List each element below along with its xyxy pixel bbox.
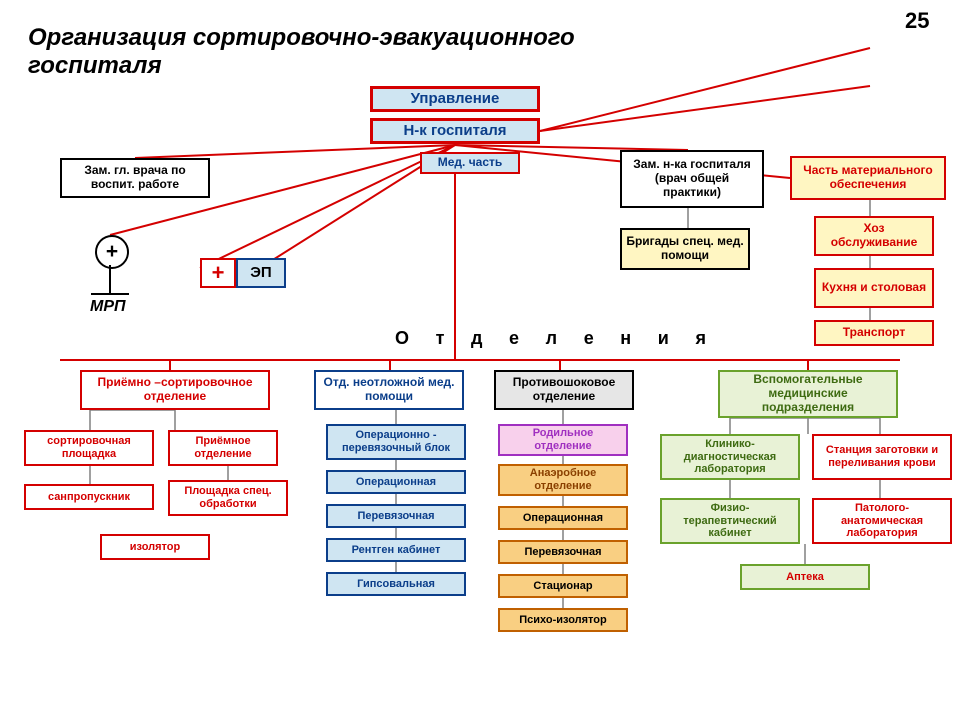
box-transport: Транспорт [814,320,934,346]
box-fizio: Физио-терапевтический кабинет [660,498,800,544]
box-perev2: Перевязочная [498,540,628,564]
box-anaer: Анаэробное отделение [498,464,628,496]
box-oper_perev: Операционно - перевязочный блок [326,424,466,460]
box-brigady: Бригады спец. мед. помощи [620,228,750,270]
box-gips: Гипсовальная [326,572,466,596]
box-perev_room: Перевязочная [326,504,466,528]
box-priem_otd: Приёмное отделение [168,430,278,466]
box-vspom: Вспомогательные медицинские подразделени… [718,370,898,418]
box-psycho: Психо-изолятор [498,608,628,632]
diagram-root: { "canvas":{"w":960,"h":720,"bg":"#fffff… [0,0,960,720]
box-klin_diag: Клинико-диагностическая лаборатория [660,434,800,480]
box-neotl: Отд. неотложной мед. помощи [314,370,464,410]
box-medpart: Мед. часть [420,152,520,174]
section-header: О т д е л е н и я [395,328,717,349]
box-priem_sort: Приёмно –сортировочное отделение [80,370,270,410]
box-oper2: Операционная [498,506,628,530]
page-title: Организация сортировочно-эвакуационного … [28,24,648,80]
mrp-symbol: + [95,235,129,269]
box-plosh_spec: Площадка спец. обработки [168,480,288,516]
box-zam_hosp: Зам. н-ка госпиталя (врач общей практики… [620,150,764,208]
box-mgmt: Управление [370,86,540,112]
box-antishock: Противошоковое отделение [494,370,634,410]
box-sanprop: санпропускник [24,484,154,510]
mrp-base [91,293,129,295]
box-hoz: Хоз обслуживание [814,216,934,256]
box-rentgen: Рентген кабинет [326,538,466,562]
page-number: 25 [905,8,929,34]
box-apteka: Аптека [740,564,870,590]
box-matob: Часть материального обеспечения [790,156,946,200]
box-zam_vospit: Зам. гл. врача по воспит. работе [60,158,210,198]
box-rodil: Родильное отделение [498,424,628,456]
box-head: Н-к госпиталя [370,118,540,144]
box-oper_room: Операционная [326,470,466,494]
box-izolyator: изолятор [100,534,210,560]
box-patanat: Патолого-анатомическая лаборатория [812,498,952,544]
ep-plus-box: + [200,258,236,288]
box-stats: Стационар [498,574,628,598]
box-sort_plosh: сортировочная площадка [24,430,154,466]
box-kitchen: Кухня и столовая [814,268,934,308]
mrp-label: МРП [90,298,126,316]
box-blood: Станция заготовки и переливания крови [812,434,952,480]
mrp-stem [109,265,111,293]
ep-label-box: ЭП [236,258,286,288]
plus-icon: + [106,240,118,264]
